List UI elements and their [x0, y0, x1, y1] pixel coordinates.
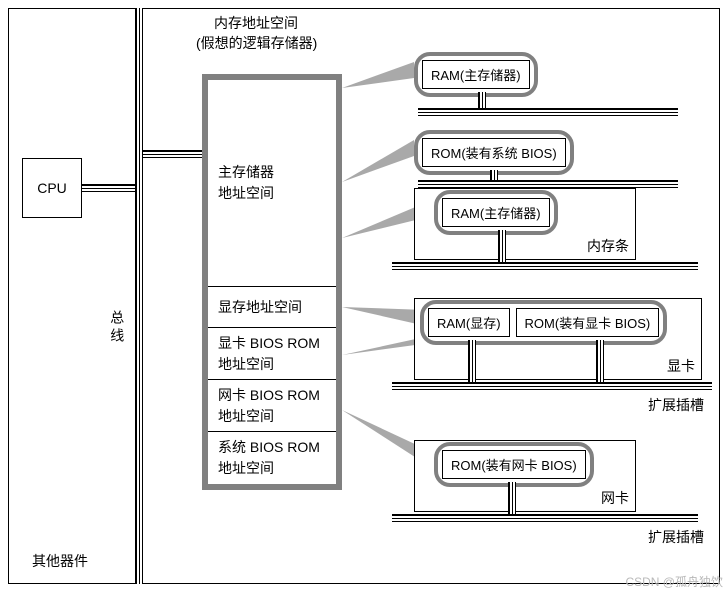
seg-netbios-l2: 地址空间: [218, 406, 326, 427]
chip-vga-group: RAM(显存) ROM(装有显卡 BIOS): [420, 300, 667, 345]
seg-sysbios-l1: 系统 BIOS ROM: [218, 437, 326, 458]
address-space-box: 主存储器 地址空间 显存地址空间 显卡 BIOS ROM 地址空间 网卡 BIO…: [202, 74, 342, 490]
chip-rom-sysbios: ROM(装有系统 BIOS): [414, 130, 574, 175]
chip-ram-vram-label: RAM(显存): [428, 308, 510, 337]
rombios-pin: [490, 170, 498, 180]
cpu-label: CPU: [37, 180, 67, 196]
title-line1: 内存地址空间: [214, 14, 298, 32]
cpu-bus-link: [82, 184, 135, 192]
chip-rom-netbios: ROM(装有网卡 BIOS): [434, 442, 594, 487]
seg-vgabios-l1: 显卡 BIOS ROM: [218, 333, 326, 354]
seg-sysbios-l2: 地址空间: [218, 458, 326, 479]
rombios-bus: [418, 180, 678, 188]
seg-vram: 显存地址空间: [208, 287, 336, 328]
diagram-canvas: 内存地址空间 (假想的逻辑存储器) CPU 总线 其他器件 主存储器 地址空间 …: [0, 0, 727, 592]
net-expslot-label: 扩展插槽: [648, 528, 704, 546]
seg-netbios: 网卡 BIOS ROM 地址空间: [208, 380, 336, 432]
seg-vgabios-l2: 地址空间: [218, 354, 326, 375]
ram1-bus: [418, 108, 678, 116]
net-bus: [392, 514, 698, 522]
chip-ram-main-2: RAM(主存储器): [434, 190, 558, 235]
main-bus-vertical: [135, 8, 143, 584]
chip-ram-main-2-label: RAM(主存储器): [442, 198, 550, 227]
card-net-label: 网卡: [601, 489, 629, 507]
seg-main-mem: 主存储器 地址空间: [208, 80, 336, 287]
seg-vgabios: 显卡 BIOS ROM 地址空间: [208, 328, 336, 380]
seg-vram-l1: 显存地址空间: [218, 297, 326, 318]
seg-main-mem-l1: 主存储器: [218, 162, 326, 183]
card-mem-label: 内存条: [587, 237, 629, 255]
other-devices-label: 其他器件: [32, 552, 88, 570]
memstick-bus: [392, 262, 698, 270]
ram1-pin: [478, 92, 486, 108]
chip-ram-main-1: RAM(主存储器): [414, 52, 538, 97]
seg-sysbios: 系统 BIOS ROM 地址空间: [208, 432, 336, 484]
card-vga-label: 显卡: [667, 357, 695, 375]
bus-to-addrspace: [143, 150, 202, 158]
chip-rom-vgabios-label: ROM(装有显卡 BIOS): [516, 308, 660, 337]
seg-main-mem-l2: 地址空间: [218, 183, 326, 204]
chip-rom-sysbios-label: ROM(装有系统 BIOS): [422, 138, 566, 167]
watermark: CSDN @孤舟独饮: [625, 573, 723, 590]
chip-rom-netbios-label: ROM(装有网卡 BIOS): [442, 450, 586, 479]
vga-bus: [392, 382, 712, 390]
vga-expslot-label: 扩展插槽: [648, 396, 704, 414]
chip-ram-main-1-label: RAM(主存储器): [422, 60, 530, 89]
cpu-box: CPU: [22, 158, 82, 218]
seg-netbios-l1: 网卡 BIOS ROM: [218, 385, 326, 406]
bus-label: 总线: [108, 310, 126, 346]
title-line2: (假想的逻辑存储器): [196, 34, 317, 52]
